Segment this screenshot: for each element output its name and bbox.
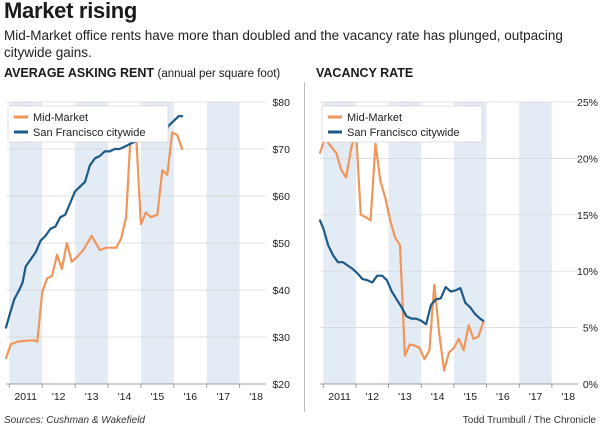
series-line-mid-market <box>4 124 184 360</box>
x-tick-label: '16 <box>183 391 197 403</box>
x-tick-label: '16 <box>496 391 510 403</box>
x-tick-label: '15 <box>151 391 165 403</box>
x-tick-label: '15 <box>463 391 477 403</box>
x-tick-label: '12 <box>52 391 66 403</box>
year-band <box>453 102 487 384</box>
x-tick-label: '14 <box>118 391 132 403</box>
x-tick-label: '13 <box>398 391 412 403</box>
y-tick-label: 20% <box>577 153 598 165</box>
rent-chart-title-text: AVERAGE ASKING RENT <box>4 66 155 80</box>
y-tick-label: $50 <box>272 238 290 250</box>
vacancy-chart: 0% 5% 10% 15% 20% 25% 2011 '12 '13 '14 '15 '16 '17 '1… <box>318 97 598 403</box>
y-tick-label: 5% <box>583 323 598 335</box>
year-band <box>519 102 552 384</box>
legend-label: San Francisco citywide <box>347 127 460 139</box>
headline: Market rising <box>4 0 138 23</box>
y-tick-label: $80 <box>272 97 290 109</box>
sources-note: Sources: Cushman & Wakefield <box>4 415 145 426</box>
legend-label: San Francisco citywide <box>33 127 146 139</box>
x-tick-label: '17 <box>529 391 543 403</box>
rent-chart-subtitle: (annual per square foot) <box>157 68 281 80</box>
y-tick-label: $30 <box>272 332 290 344</box>
y-tick-label: 25% <box>577 97 598 109</box>
y-tick-label: 10% <box>577 266 598 278</box>
x-tick-label: '18 <box>249 391 263 403</box>
series-line-mid-market <box>318 129 485 372</box>
credit-note: Todd Trumbull / The Chronicle <box>462 415 596 426</box>
y-tick-label: $70 <box>272 144 290 156</box>
y-tick-label: $60 <box>272 191 290 203</box>
x-tick-label: '12 <box>365 391 379 403</box>
x-tick-label: '18 <box>561 391 575 403</box>
y-tick-label: 15% <box>577 210 598 222</box>
subhead: Mid-Market office rents have more than d… <box>4 28 563 60</box>
y-tick-label: 0% <box>583 379 598 391</box>
rent-chart-title: AVERAGE ASKING RENT (annual per square f… <box>4 66 280 80</box>
x-tick-label: '17 <box>216 391 230 403</box>
panel-divider <box>304 82 305 412</box>
y-tick-label: $20 <box>272 379 290 391</box>
series-line-citywide <box>318 219 485 326</box>
vacancy-chart-title: VACANCY RATE <box>316 66 414 80</box>
legend-label: Mid-Market <box>347 112 402 124</box>
x-tick-label: 2011 <box>328 391 351 403</box>
x-tick-label: 2011 <box>14 391 37 403</box>
x-tick-label: '14 <box>431 391 445 403</box>
legend-box <box>7 105 169 143</box>
legend-box <box>321 105 483 143</box>
y-tick-label: $40 <box>272 285 290 297</box>
rent-chart: $20 $30 $40 $50 $60 $70 $80 2011 '12 '13 '14 '15 '16… <box>4 97 290 403</box>
legend-label: Mid-Market <box>33 112 88 124</box>
x-tick-label: '13 <box>85 391 99 403</box>
